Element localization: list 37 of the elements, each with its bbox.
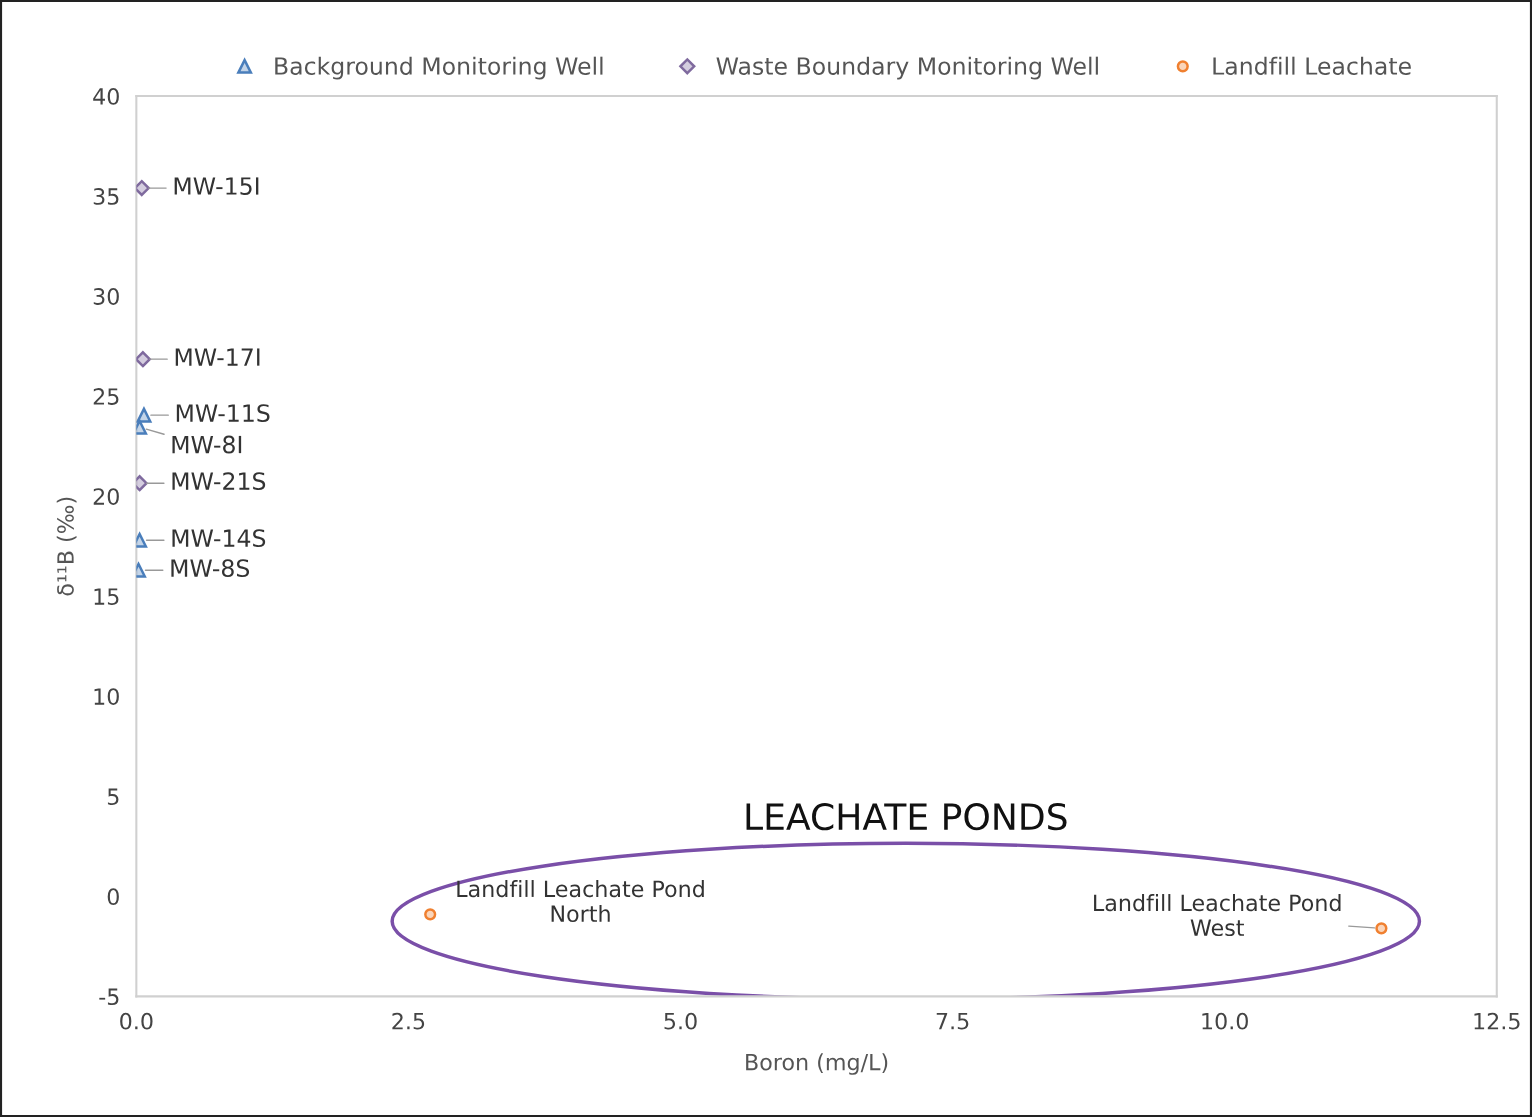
annotation: MW-8S (171, 559, 250, 578)
legend-label: Waste Boundary Monitoring Well (716, 56, 1098, 80)
annotation: LEACHATE PONDS (746, 803, 1067, 831)
annotation: MW-8I (172, 435, 242, 454)
point (136, 179, 150, 197)
y-tick-label: 5 (107, 788, 119, 806)
point (424, 908, 437, 921)
y-tick-label: 10 (94, 688, 119, 706)
annotation: MW-11S (176, 404, 270, 423)
annotation: Landfill Leachate Pond West (1094, 894, 1341, 937)
annotation: MW-17I (175, 348, 260, 366)
x-tick-label: 2.5 (392, 1012, 425, 1030)
annotation: Landfill Leachate Pond North (457, 880, 704, 923)
point (136, 532, 148, 548)
x-tick-label: 10.0 (1202, 1012, 1248, 1030)
x-tick-label: 5.0 (664, 1012, 697, 1030)
point (1375, 922, 1388, 935)
y-tick-label: 20 (93, 488, 119, 505)
x-tick-label: 0.0 (120, 1012, 153, 1030)
y-tick-label: 40 (93, 88, 119, 105)
annotation: MW-15I (174, 177, 259, 195)
x-tick-label: 7.5 (936, 1013, 969, 1030)
point (136, 351, 151, 368)
y-tick-label: 25 (93, 388, 119, 405)
y-tick-label: 15 (94, 588, 119, 605)
point (136, 419, 148, 435)
annotation: MW-14S (172, 529, 266, 548)
legend-label: Background Monitoring Well (275, 56, 603, 80)
y-axis-title: δ¹¹B (‰) (56, 497, 77, 596)
y-tick-label: 35 (93, 188, 119, 205)
y-tick-label: 30 (93, 288, 119, 305)
x-axis-title: Boron (mg/L) (746, 1053, 888, 1075)
annotation: MW-21S (172, 472, 266, 491)
legend-label: Landfill Leachate (1213, 56, 1411, 75)
y-tick-label: -5 (99, 988, 119, 1006)
x-tick-label: 12.5 (1474, 1012, 1520, 1030)
y-tick-label: 0 (107, 888, 119, 906)
